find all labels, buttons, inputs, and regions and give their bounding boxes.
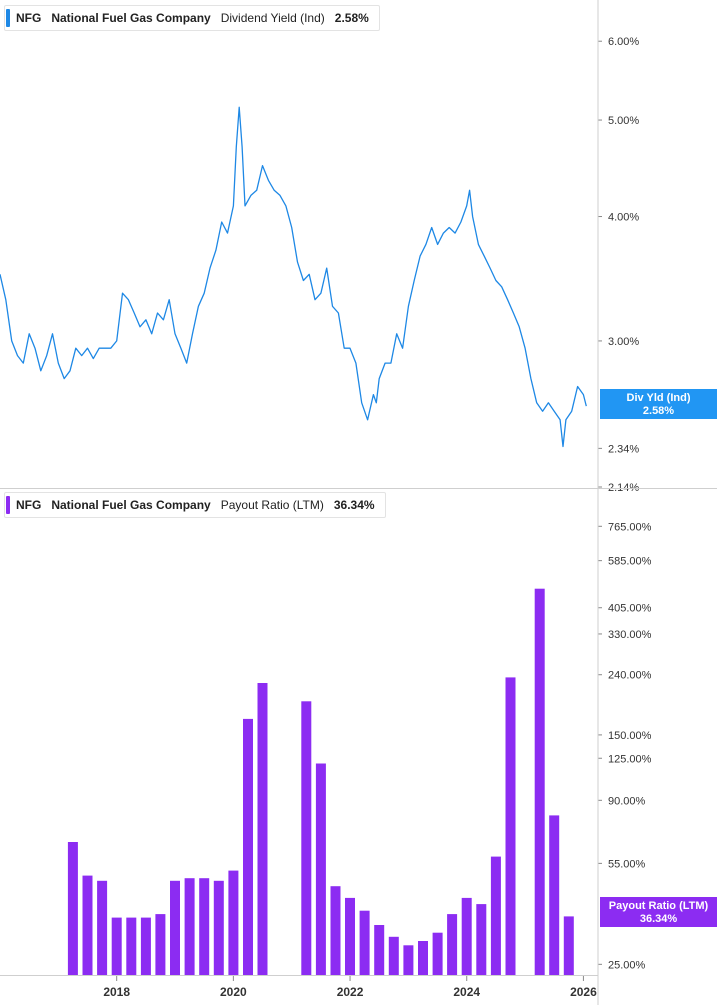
flag-value: 36.34% bbox=[639, 913, 678, 925]
y-tick-label: 2.34% bbox=[608, 443, 639, 455]
payout-ratio-bar bbox=[432, 932, 443, 975]
legend-dividend-yield: NFG National Fuel Gas Company Dividend Y… bbox=[4, 5, 380, 31]
bottom-panel: 765.00% 585.00% 405.00% 330.00% 240.00% 150.0… bbox=[67, 521, 652, 975]
payout-ratio-bar bbox=[111, 917, 122, 975]
y-tick-label: 405.00% bbox=[608, 603, 652, 615]
payout-ratio-bar bbox=[330, 886, 341, 975]
y-tick-label: 4.00% bbox=[608, 212, 639, 224]
y-tick-label: 5.00% bbox=[608, 115, 639, 127]
payout-ratio-bar bbox=[228, 870, 239, 975]
payout-ratio-bar bbox=[505, 677, 516, 975]
payout-ratio-bar bbox=[315, 763, 326, 975]
payout-ratio-bar bbox=[359, 910, 370, 975]
payout-ratio-bar bbox=[155, 914, 166, 975]
flag-label: Payout Ratio (LTM) bbox=[608, 900, 709, 912]
payout-ratio-bar bbox=[140, 917, 151, 975]
payout-ratio-bar bbox=[490, 856, 501, 975]
flag-value: 2.58% bbox=[642, 405, 675, 417]
payout-ratio-bar bbox=[563, 916, 574, 975]
payout-ratio-bar bbox=[67, 842, 78, 975]
x-axis: 2018 2020 2022 2024 2026 bbox=[103, 976, 597, 999]
legend-payout-ratio: NFG National Fuel Gas Company Payout Rat… bbox=[4, 492, 386, 518]
payout-ratio-bar bbox=[199, 878, 210, 975]
payout-ratio-bar bbox=[126, 917, 137, 975]
payout-ratio-bar bbox=[418, 941, 428, 975]
legend-value: 2.58% bbox=[334, 11, 369, 25]
payout-ratio-bar bbox=[170, 880, 180, 975]
payout-ratio-bar bbox=[461, 897, 472, 975]
legend-value: 36.34% bbox=[333, 498, 375, 512]
legend-metric: Dividend Yield (Ind) bbox=[220, 11, 325, 25]
payout-ratio-bar bbox=[534, 588, 545, 975]
payout-ratio-bar bbox=[257, 683, 268, 975]
payout-ratio-bar bbox=[82, 875, 93, 975]
legend-swatch-dividend-yield bbox=[6, 9, 10, 27]
legend-company: National Fuel Gas Company bbox=[51, 11, 211, 25]
x-tick-label: 2020 bbox=[220, 985, 247, 999]
y-tick-label: 55.00% bbox=[608, 858, 646, 870]
y-tick-label: 585.00% bbox=[608, 556, 652, 568]
x-tick-label: 2022 bbox=[337, 985, 364, 999]
y-tick-label: 6.00% bbox=[608, 36, 639, 48]
payout-ratio-bar bbox=[388, 936, 399, 975]
y-tick-label: 150.00% bbox=[608, 730, 652, 742]
current-value-flag-dividend-yield: Div Yld (Ind) 2.58% bbox=[600, 389, 717, 419]
x-tick-label: 2018 bbox=[103, 985, 130, 999]
y-tick-label: 90.00% bbox=[608, 795, 646, 807]
y-tick-label: 125.00% bbox=[608, 753, 652, 765]
payout-ratio-bar bbox=[403, 945, 414, 975]
top-panel: 6.00%5.00%4.00%3.00%2.34%2.14% bbox=[0, 36, 639, 494]
payout-ratio-bar bbox=[447, 914, 458, 975]
y-tick-label: 330.00% bbox=[608, 629, 652, 641]
payout-ratio-bar bbox=[549, 815, 560, 975]
x-tick-label: 2026 bbox=[570, 985, 597, 999]
legend-swatch-payout-ratio bbox=[6, 496, 10, 514]
legend-ticker: NFG bbox=[16, 498, 42, 512]
x-tick-label: 2024 bbox=[453, 985, 480, 999]
y-tick-label: 240.00% bbox=[608, 670, 652, 682]
legend-company: National Fuel Gas Company bbox=[51, 498, 211, 512]
y-tick-label: 765.00% bbox=[608, 521, 652, 533]
payout-ratio-bar bbox=[243, 718, 253, 975]
payout-ratio-bar bbox=[97, 880, 108, 975]
payout-ratio-bar bbox=[213, 880, 224, 975]
flag-label: Div Yld (Ind) bbox=[626, 392, 691, 404]
y-tick-label: 25.00% bbox=[608, 959, 646, 971]
legend-ticker: NFG bbox=[16, 11, 42, 25]
payout-ratio-bar bbox=[345, 897, 355, 975]
legend-metric: Payout Ratio (LTM) bbox=[220, 498, 324, 512]
payout-ratio-bar bbox=[301, 701, 312, 975]
payout-ratio-bar bbox=[184, 878, 195, 975]
current-value-flag-payout-ratio: Payout Ratio (LTM) 36.34% bbox=[600, 897, 717, 927]
dividend-yield-line bbox=[0, 106, 587, 448]
payout-ratio-bar bbox=[476, 904, 487, 975]
y-tick-label: 3.00% bbox=[608, 336, 639, 348]
payout-ratio-bar bbox=[374, 925, 385, 975]
